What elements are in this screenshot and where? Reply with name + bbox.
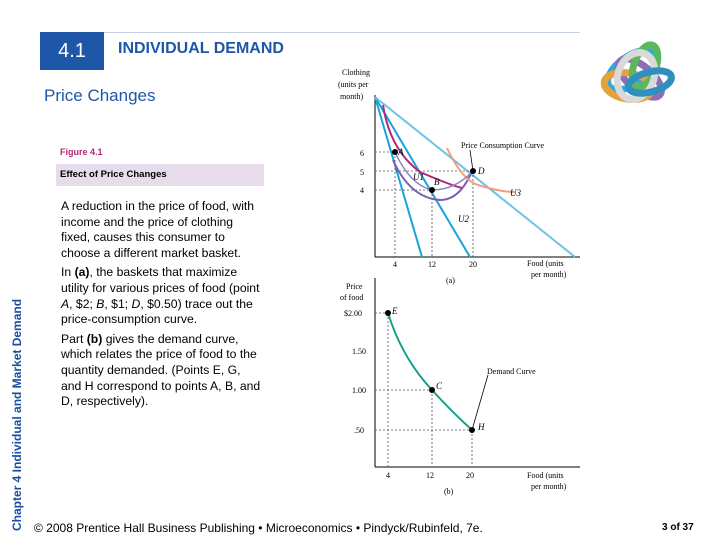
figure-number: Figure 4.1	[60, 147, 103, 157]
panel-a-y-tick-5: 5	[360, 168, 364, 177]
panel-b-y-tick-2: $2.00	[344, 309, 362, 318]
page-number: 3 of 37	[662, 522, 694, 533]
budget-line-2	[374, 96, 471, 258]
panel-b-y-label-1: Price	[346, 282, 363, 291]
panel-a-x-tick-12: 12	[428, 260, 436, 269]
panel-b: Price of food E C H Demand Curve $2.00 1…	[340, 278, 580, 496]
title-rule	[104, 32, 580, 33]
point-d	[470, 168, 476, 174]
panel-b-x-tick-20: 20	[466, 471, 474, 480]
figure-title: Effect of Price Changes	[60, 169, 167, 180]
panel-b-y-tick-050: .50	[354, 426, 364, 435]
indifference-curve-u2	[392, 159, 473, 202]
u3-label: U3	[510, 188, 521, 198]
caption-paragraph-1: A reduction in the price of food, with i…	[61, 199, 255, 260]
caption-paragraph-3: Part (b) gives the demand curve, which r…	[61, 331, 261, 409]
demand-curve	[387, 312, 473, 431]
panel-a-x-label-2: per month)	[531, 270, 567, 279]
caption-paragraph-2: In (a), the baskets that maximize utilit…	[61, 265, 260, 327]
panel-a-y-label-3: month)	[340, 92, 363, 101]
panel-b-x-label-2: per month)	[531, 482, 567, 491]
budget-line-1	[374, 96, 423, 258]
page-subtitle: Price Changes	[44, 86, 156, 105]
point-e	[385, 310, 391, 316]
point-d-label: D	[477, 166, 485, 176]
panel-a-x-label-1: Food (units	[527, 259, 564, 268]
point-a	[392, 149, 398, 155]
point-h-label: H	[477, 422, 485, 432]
point-e-label: E	[391, 306, 398, 316]
panel-b-x-tick-4: 4	[386, 471, 390, 480]
pcc-leader-line	[469, 149, 474, 172]
pcc-label: Price Consumption Curve	[461, 141, 545, 150]
panel-a-id: (a)	[446, 276, 455, 285]
point-c	[429, 387, 435, 393]
panel-a: Clothing (units per month) A B D U1 U2 U…	[338, 68, 580, 285]
panel-b-y-tick-100: 1.00	[352, 386, 366, 395]
panel-b-y-label-2: of food	[340, 293, 363, 302]
panel-b-y-tick-150: 1.50	[352, 347, 366, 356]
u2-label: U2	[458, 214, 469, 224]
panel-a-y-label-2: (units per	[338, 80, 369, 89]
u1-label: U1	[413, 172, 424, 182]
point-a-label: A	[397, 147, 404, 157]
figure-caption: A reduction in the price of food, with i…	[61, 199, 261, 414]
figure-title-bar	[56, 164, 264, 186]
panel-b-x-label-1: Food (units	[527, 471, 564, 480]
demand-curve-label: Demand Curve	[487, 367, 536, 376]
point-b-label: B	[434, 177, 440, 187]
page-title: INDIVIDUAL DEMAND	[118, 40, 284, 57]
panel-a-y-tick-4: 4	[360, 186, 364, 195]
panel-a-y-label-1: Clothing	[342, 68, 370, 77]
panel-a-y-tick-6: 6	[360, 149, 364, 158]
panel-b-id: (b)	[444, 487, 454, 496]
panel-a-x-tick-4: 4	[393, 260, 397, 269]
footer-credit: © 2008 Prentice Hall Business Publishing…	[34, 521, 483, 535]
point-h	[469, 427, 475, 433]
panel-b-x-tick-12: 12	[426, 471, 434, 480]
point-b	[429, 187, 435, 193]
panel-a-x-tick-20: 20	[469, 260, 477, 269]
budget-line-3	[374, 96, 576, 258]
demand-leader-line	[471, 374, 489, 431]
indifference-curve-u3	[446, 147, 516, 193]
section-number-badge: 4.1	[40, 32, 104, 70]
point-c-label: C	[436, 381, 443, 391]
